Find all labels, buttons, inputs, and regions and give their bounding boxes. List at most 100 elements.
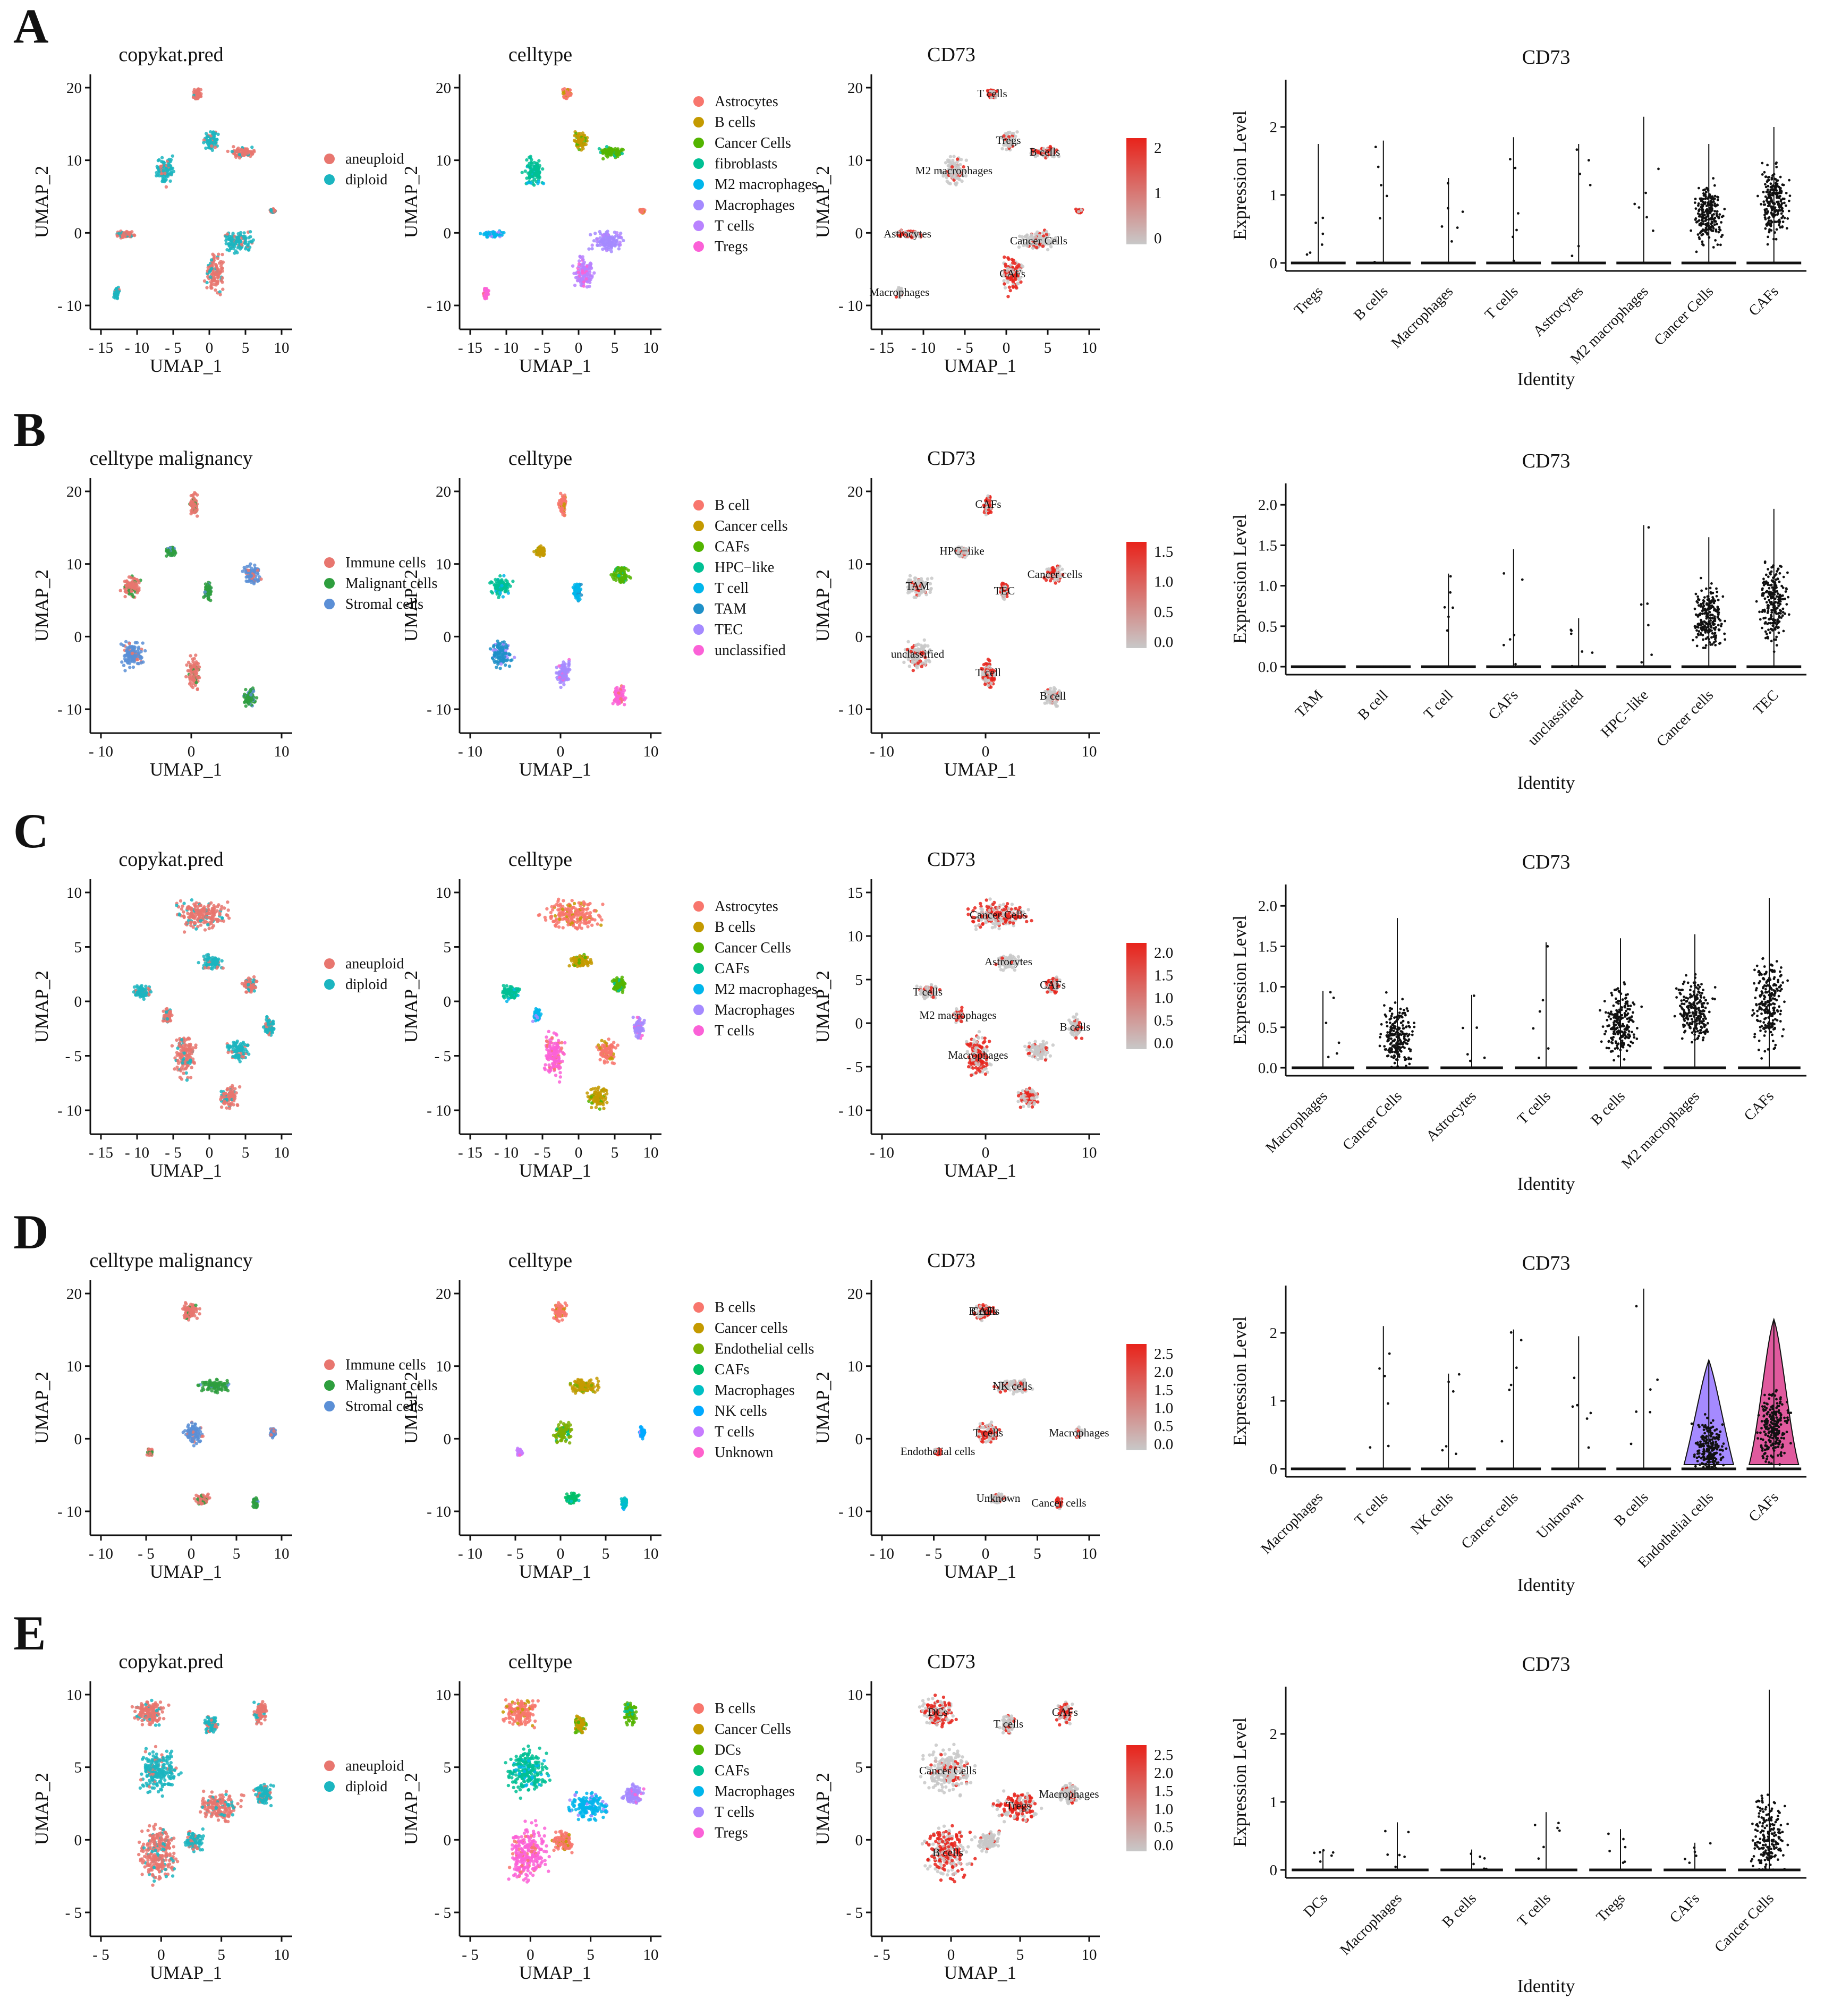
legend-swatch: [693, 562, 704, 573]
cell-point: [908, 574, 912, 578]
violin-point: [1450, 240, 1453, 243]
cell-point: [236, 235, 241, 239]
umap-x-tick-label: 5: [242, 339, 250, 356]
cell-point: [578, 254, 582, 258]
violin-point: [1767, 235, 1770, 239]
violin-point: [1712, 246, 1715, 249]
cell-point: [250, 152, 254, 156]
cell-point: [614, 690, 617, 693]
violin-point: [1700, 224, 1703, 227]
violin-point: [1778, 209, 1781, 212]
cell-point: [186, 660, 191, 665]
cell-point: [1054, 581, 1057, 585]
cell-point: [128, 666, 132, 669]
cell-point: [609, 147, 613, 151]
cell-point: [157, 158, 161, 162]
cell-point: [585, 285, 589, 289]
violin-point: [1377, 165, 1380, 168]
colorbar: [1126, 138, 1147, 244]
cell-point: [598, 229, 602, 234]
violin-point: [1767, 210, 1769, 213]
cell-point: [218, 290, 222, 294]
cell-point: [249, 574, 253, 577]
violin-point: [1780, 202, 1784, 205]
cell-point: [492, 659, 496, 662]
violin-point: [1770, 220, 1773, 224]
cell-point: [503, 655, 507, 659]
cell-point: [215, 265, 218, 269]
cell-point: [576, 270, 581, 274]
cell-point: [592, 271, 596, 275]
legend-label: unclassified: [715, 642, 786, 659]
violin-point: [1711, 204, 1714, 207]
cell-point: [207, 143, 211, 147]
cell-point: [501, 595, 505, 599]
violin-point: [1705, 205, 1708, 207]
plot-title: copykat.pred: [118, 44, 223, 66]
violin-point: [1773, 210, 1777, 213]
x-category-label: Cancer Cells: [1651, 283, 1717, 349]
violin-point: [1784, 204, 1787, 207]
plot-title: CD73: [1522, 46, 1571, 69]
cell-point: [193, 508, 197, 512]
violin-point: [1780, 190, 1783, 193]
cell-point: [575, 275, 579, 279]
cell-point: [589, 233, 592, 236]
cell-point: [116, 290, 120, 293]
cell-point: [230, 150, 234, 154]
cell-point: [1045, 229, 1048, 234]
cell-point: [584, 277, 588, 281]
violin-point: [1779, 175, 1782, 178]
cell-point: [165, 554, 168, 558]
cell-point: [622, 580, 625, 584]
cell-point: [247, 579, 251, 583]
legend-swatch: [693, 138, 704, 148]
cell-point: [245, 575, 249, 579]
cell-point: [123, 669, 127, 673]
violin-point: [1695, 250, 1698, 253]
cell-point: [244, 247, 248, 251]
violin-point: [1770, 186, 1773, 189]
cell-point: [952, 155, 956, 158]
cell-point: [169, 173, 174, 176]
umap-x-tick-label: 5: [1044, 339, 1052, 356]
cell-point: [168, 168, 172, 172]
umap-y-tick-label: 20: [66, 80, 82, 97]
cell-point: [495, 666, 498, 669]
cell-point: [577, 262, 581, 266]
violin-point: [1770, 208, 1773, 211]
cell-point: [247, 702, 251, 705]
cell-point: [196, 89, 199, 93]
violin-point: [1777, 212, 1779, 215]
cell-point: [225, 232, 229, 236]
cluster-annotation: Macrophages: [869, 286, 929, 299]
violin-point: [1697, 204, 1700, 207]
plot-title: celltype: [508, 44, 572, 66]
cell-point: [597, 240, 601, 244]
cell-point: [248, 230, 252, 234]
cell-point: [601, 234, 605, 237]
umap-x-tick-label: - 15: [458, 339, 482, 356]
cell-point: [605, 239, 609, 243]
violin-point: [1781, 183, 1784, 186]
violin-point: [1768, 193, 1771, 195]
cell-point: [207, 139, 211, 142]
cell-point: [254, 696, 259, 700]
cell-point: [525, 176, 529, 180]
cell-point: [189, 680, 192, 685]
cell-point: [191, 494, 194, 497]
cell-point: [129, 654, 133, 659]
cell-point: [579, 143, 583, 147]
cell-point: [227, 242, 231, 246]
violin-point: [1374, 146, 1377, 149]
cell-point: [130, 230, 134, 234]
umap-y-tick-label: 20: [66, 483, 82, 500]
cell-point: [216, 132, 220, 136]
cell-point: [528, 156, 531, 159]
violin-point: [1778, 206, 1781, 209]
violin-point: [1721, 234, 1724, 236]
violin-point: [1704, 197, 1707, 200]
violin-point: [1770, 200, 1772, 203]
cell-point: [621, 577, 625, 581]
